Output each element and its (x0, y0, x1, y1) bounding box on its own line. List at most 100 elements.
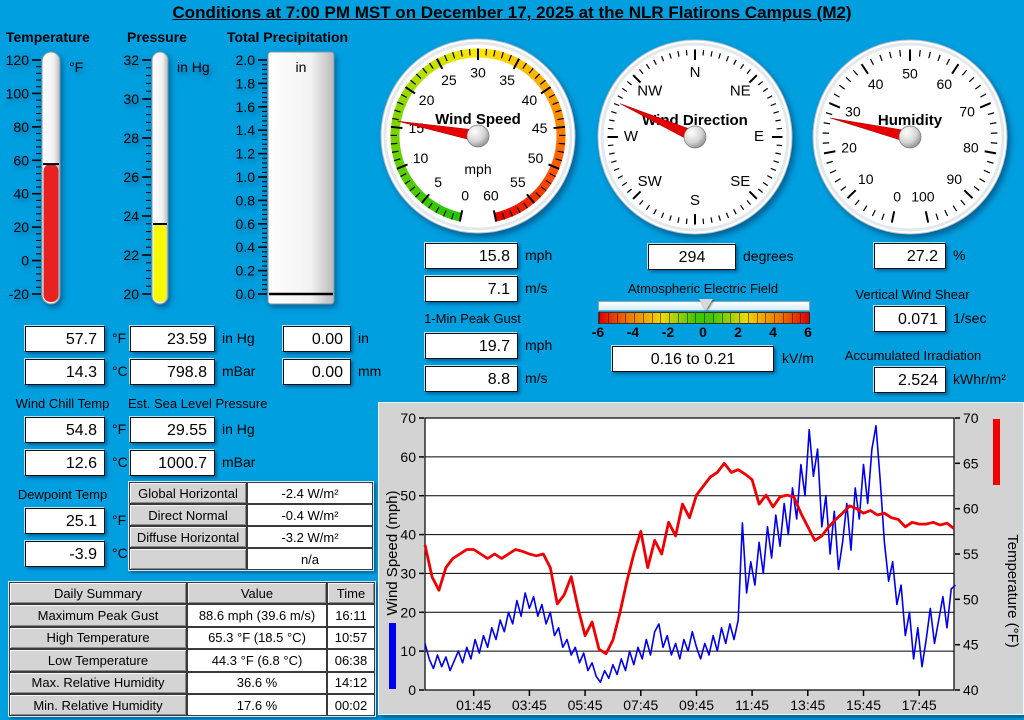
temperature-thermometer: 120 100 80 60 40 20 0 -20 °F (2, 46, 122, 319)
solar-row-value: -3.2 W/m² (247, 526, 373, 548)
electric-field-tick-label: 0 (699, 324, 707, 340)
gust-mph-unit: mph (525, 337, 553, 353)
timeseries-chart: 0 10 20 30 40 50 60 70 40 45 50 55 60 65 70 01:45 03:45 0… (384, 410, 1021, 713)
summary-header-cell[interactable]: Time (327, 582, 375, 605)
wind-chill-c-readout: 12.6 (25, 450, 105, 476)
wind-shear-unit: 1/sec (953, 310, 987, 326)
humidity-readout: 27.2 (874, 243, 946, 269)
temperature-c-unit: °C (112, 363, 128, 379)
summary-row-button[interactable]: Low Temperature (9, 649, 187, 672)
pressure-column-header: Pressure (127, 29, 187, 45)
svg-text:20: 20 (419, 92, 435, 108)
svg-text:1.8: 1.8 (236, 75, 256, 91)
wind-shear-label: Vertical Wind Shear (855, 287, 970, 302)
dewpoint-c-readout: -3.9 (25, 541, 105, 567)
electric-field-color-scale (598, 312, 810, 324)
summary-row-time: 16:11 (327, 604, 375, 627)
humidity-gauge: 0 10 20 30 40 50 60 70 80 90 100 Humidity (810, 37, 1010, 242)
svg-text:70: 70 (959, 104, 975, 120)
pressure-mbar-readout: 798.8 (130, 359, 215, 385)
electric-field-tick-label: -2 (661, 324, 675, 340)
pressure-thermometer: 32 30 28 26 24 22 20 in Hg (112, 46, 232, 319)
sea-level-inhg-unit: in Hg (222, 421, 255, 437)
wind-chill-f-unit: °F (112, 421, 127, 437)
svg-text:40: 40 (13, 186, 29, 202)
svg-text:SW: SW (638, 173, 663, 190)
gust-ms-unit: m/s (525, 370, 548, 386)
svg-text:45: 45 (532, 120, 548, 136)
summary-row-value: 36.6 % (187, 671, 327, 694)
solar-row-button[interactable]: Direct Normal (129, 504, 247, 526)
summary-header-cell[interactable]: Daily Summary (9, 582, 187, 605)
summary-row-button[interactable]: High Temperature (9, 626, 187, 650)
svg-text:60: 60 (13, 152, 29, 168)
solar-radiation-table: Global Horizontal -2.4 W/m² Direct Normal -… (128, 481, 374, 571)
svg-text:°F: °F (69, 59, 83, 75)
left-axis-label: Wind Speed (mph) (384, 490, 401, 615)
electric-field-tick-label: 2 (734, 324, 742, 340)
gust-mph-readout: 19.7 (425, 333, 518, 359)
svg-text:70: 70 (400, 410, 416, 426)
svg-text:0.6: 0.6 (236, 216, 256, 232)
dewpoint-label: Dewpoint Temp (17, 487, 108, 502)
pressure-mbar-unit: mBar (222, 363, 256, 379)
svg-text:01:45: 01:45 (456, 697, 491, 713)
svg-text:120: 120 (6, 52, 30, 68)
solar-row-button[interactable] (129, 548, 247, 570)
solar-row-button[interactable]: Diffuse Horizontal (129, 526, 247, 548)
svg-text:80: 80 (13, 119, 29, 135)
svg-text:0.4: 0.4 (236, 239, 256, 255)
svg-text:NE: NE (730, 83, 751, 100)
svg-text:20: 20 (123, 286, 139, 302)
temperature-f-readout: 57.7 (25, 326, 105, 352)
svg-text:40: 40 (963, 682, 979, 698)
svg-text:100: 100 (911, 188, 935, 204)
peak-gust-label: 1-Min Peak Gust (424, 311, 521, 326)
wind-direction-gauge: N NE E SE S SW W NW Wind Direction (595, 37, 795, 242)
svg-text:0: 0 (408, 682, 416, 698)
summary-row-button[interactable]: Min. Relative Humidity (9, 693, 187, 717)
svg-text:24: 24 (123, 208, 139, 224)
svg-text:60: 60 (483, 187, 499, 203)
precip-in-readout: 0.00 (283, 326, 351, 352)
svg-text:0.0: 0.0 (236, 286, 256, 302)
svg-text:50: 50 (528, 150, 544, 166)
humidity-unit: % (953, 247, 966, 263)
svg-text:W: W (624, 128, 639, 145)
svg-text:in: in (296, 59, 307, 75)
wind-shear-readout: 0.071 (874, 306, 946, 332)
summary-row-button[interactable]: Max. Relative Humidity (9, 671, 187, 694)
svg-text:in Hg: in Hg (177, 59, 210, 75)
svg-text:1.6: 1.6 (236, 99, 256, 115)
pressure-thermo: 32 30 28 26 24 22 20 in Hg (123, 51, 210, 305)
svg-text:0: 0 (893, 188, 901, 204)
wind-speed-legend-swatch (389, 623, 396, 689)
svg-text:80: 80 (963, 139, 979, 155)
summary-header-cell[interactable]: Value (187, 582, 327, 605)
svg-text:10: 10 (400, 643, 416, 659)
svg-text:5: 5 (434, 174, 442, 190)
solar-row-value: -2.4 W/m² (247, 482, 373, 504)
svg-text:30: 30 (123, 91, 139, 107)
electric-field-tick-label: 6 (804, 324, 812, 340)
summary-row-time: 14:12 (327, 671, 375, 694)
sea-level-mbar-readout: 1000.7 (130, 450, 215, 476)
gauge-unit: mph (464, 161, 491, 177)
wind-temperature-chart-panel: 0 10 20 30 40 50 60 70 40 45 50 55 60 65 70 01:45 03:45 0… (378, 402, 1024, 715)
wind-chill-c-unit: °C (112, 454, 128, 470)
solar-row-value: n/a (247, 548, 373, 570)
precipitation-column-header: Total Precipitation (227, 29, 349, 45)
wind-direction-readout: 294 (648, 244, 736, 270)
temperature-column-header: Temperature (6, 29, 90, 45)
sea-level-inhg-readout: 29.55 (130, 417, 215, 443)
summary-row-time: 10:57 (327, 626, 375, 650)
gauge-hub (466, 124, 490, 148)
svg-text:03:45: 03:45 (512, 697, 547, 713)
solar-row-button[interactable]: Global Horizontal (129, 482, 247, 504)
svg-text:10: 10 (413, 150, 429, 166)
summary-row-button[interactable]: Maximum Peak Gust (9, 604, 187, 627)
electric-field-slider: -6 -4 -2 0 2 4 6 (592, 295, 812, 341)
electric-field-thumb[interactable] (699, 299, 714, 310)
